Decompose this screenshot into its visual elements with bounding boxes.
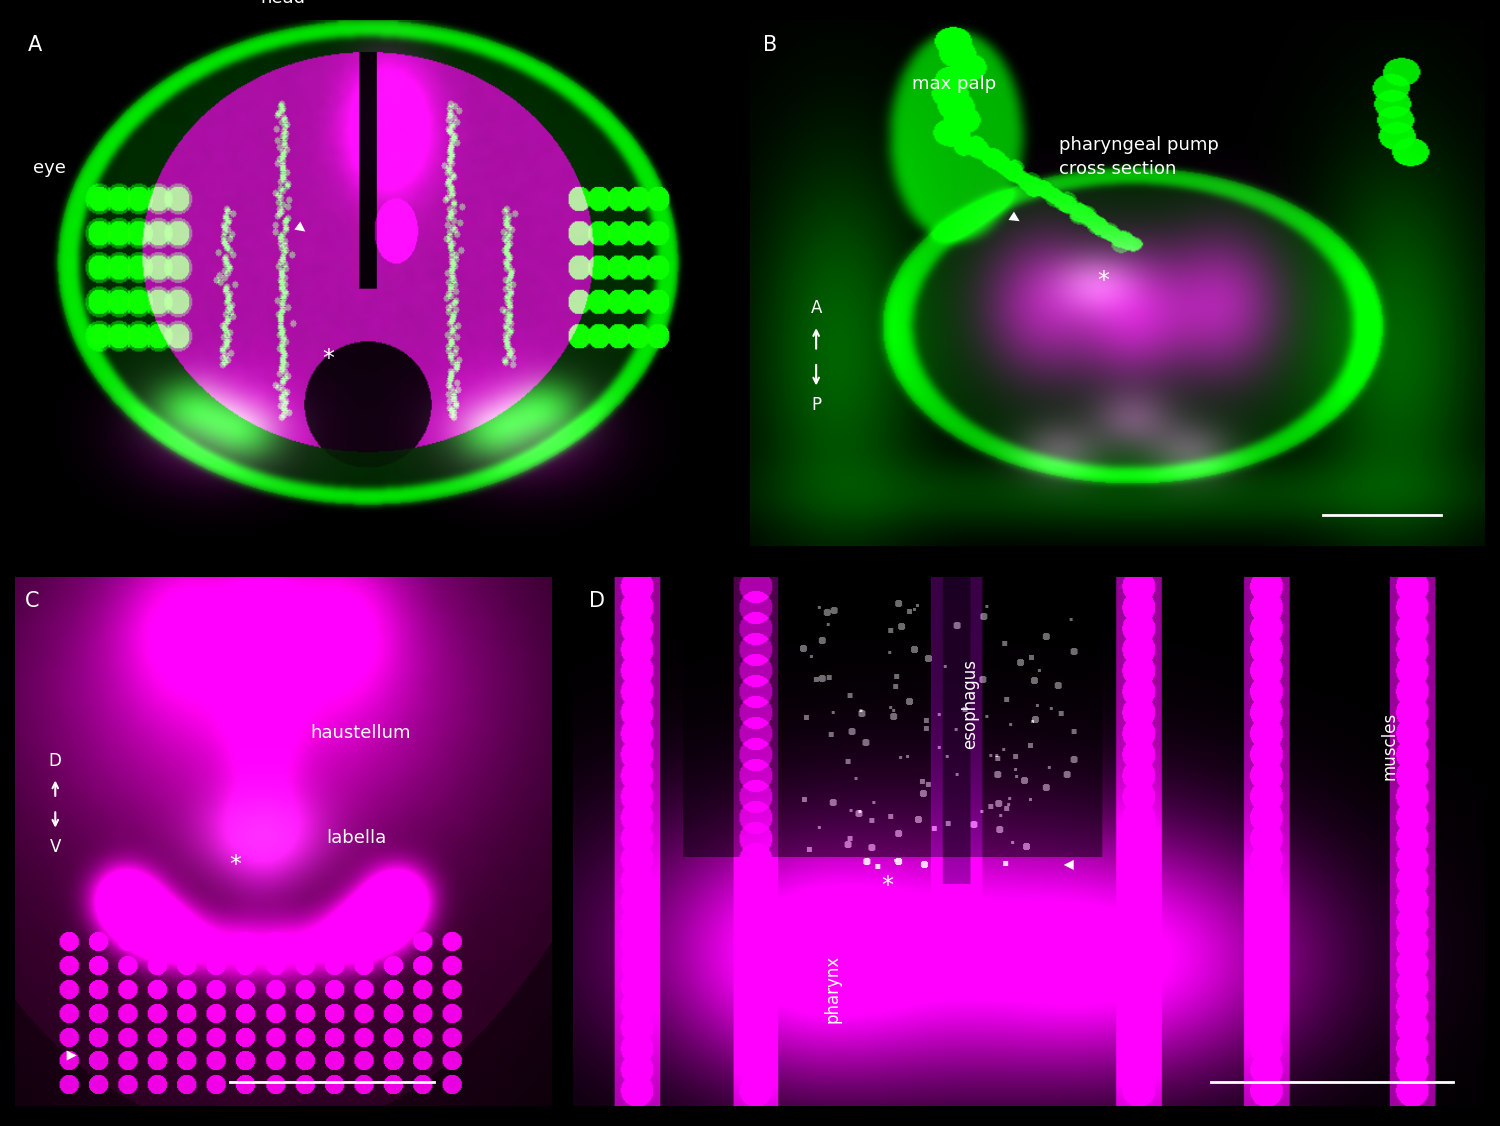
- Text: P: P: [812, 396, 820, 414]
- Text: *: *: [230, 852, 242, 877]
- Text: esophagus: esophagus: [960, 659, 978, 749]
- Text: *: *: [1096, 269, 1108, 293]
- Text: D: D: [50, 752, 62, 770]
- Text: *: *: [882, 874, 894, 899]
- Text: D: D: [590, 591, 606, 611]
- Text: A: A: [27, 35, 42, 55]
- Text: haustellum: haustellum: [310, 724, 411, 742]
- Text: pharyngeal pump
cross section: pharyngeal pump cross section: [1059, 136, 1218, 178]
- Text: C: C: [24, 591, 39, 611]
- Text: *: *: [322, 348, 334, 372]
- Text: B: B: [764, 35, 777, 55]
- Text: labella: labella: [327, 830, 387, 848]
- Text: eye: eye: [33, 159, 66, 177]
- Text: max palp: max palp: [912, 75, 996, 93]
- Text: head: head: [261, 0, 306, 7]
- Text: A: A: [810, 300, 822, 318]
- Text: muscles: muscles: [1380, 712, 1398, 780]
- Text: V: V: [50, 839, 62, 857]
- Text: pharynx: pharynx: [824, 955, 842, 1024]
